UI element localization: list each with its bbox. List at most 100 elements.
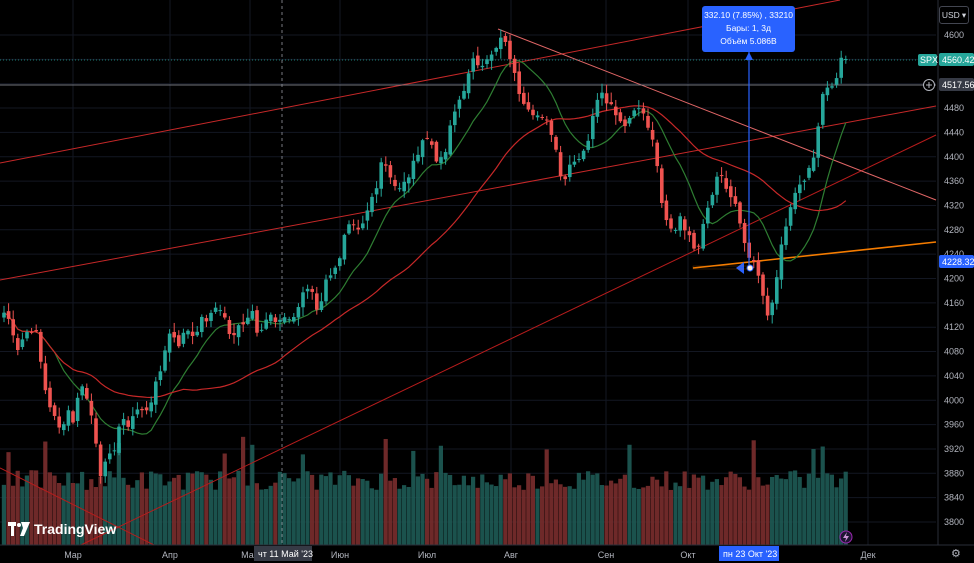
- lightning-icon-bolt: [843, 532, 849, 542]
- price-tick-label: 4000: [944, 395, 964, 405]
- volume-bar: [429, 487, 434, 545]
- candle-body: [816, 126, 820, 158]
- candle-body: [604, 93, 609, 104]
- volume-bar: [130, 487, 135, 545]
- candle-body: [131, 416, 135, 429]
- volume-bar: [250, 444, 255, 545]
- volume-bar: [719, 485, 724, 545]
- volume-bars: [1, 436, 848, 545]
- tradingview-logo-icon: [8, 522, 30, 536]
- volume-bar: [116, 442, 121, 545]
- volume-bar: [696, 477, 701, 545]
- volume-bar: [650, 476, 655, 545]
- volume-bar: [733, 473, 738, 545]
- volume-bar: [227, 478, 232, 545]
- candle-body: [779, 244, 784, 280]
- candle-body: [765, 295, 770, 316]
- volume-bar: [218, 471, 223, 545]
- volume-bar: [834, 487, 839, 545]
- candle-body: [494, 47, 498, 52]
- volume-bar: [609, 480, 614, 545]
- moving-average-long-line: [3, 105, 847, 399]
- volume-bar: [820, 446, 825, 545]
- axis-badges: 4560.42 SPX 4517.56 4228.32 чт 11 Май '23 пн …: [254, 53, 974, 561]
- volume-bar: [774, 475, 779, 545]
- volume-bar: [107, 471, 112, 545]
- plus-icon: [923, 79, 935, 91]
- candle-body: [678, 216, 682, 231]
- currency-selector[interactable]: USD ▾: [939, 6, 969, 24]
- candle-body: [315, 293, 319, 310]
- volume-bar: [526, 473, 531, 545]
- volume-bar: [590, 474, 595, 545]
- volume-bar: [811, 448, 816, 545]
- volume-bar: [15, 470, 20, 545]
- candle-body: [333, 267, 337, 274]
- volume-bar: [517, 485, 522, 545]
- volume-bar: [360, 479, 365, 545]
- candle-body: [177, 335, 181, 347]
- volume-bar: [356, 478, 361, 545]
- low-price-badge: 4228.32: [939, 255, 974, 268]
- volume-bar: [622, 474, 627, 545]
- volume-bar: [305, 471, 310, 545]
- support-line-orange: [692, 241, 937, 269]
- volume-bar: [659, 486, 664, 545]
- volume-bar: [581, 479, 586, 545]
- volume-bar: [208, 479, 213, 545]
- candle-body: [103, 461, 107, 477]
- volume-bar: [84, 489, 89, 545]
- price-tick-label: 3840: [944, 493, 964, 503]
- volume-bar: [185, 472, 190, 545]
- last-price-badge: 4560.42: [939, 53, 974, 66]
- volume-bar: [599, 485, 604, 545]
- volume-bar: [563, 486, 568, 545]
- volume-bar: [66, 472, 71, 545]
- candle-body: [108, 453, 112, 460]
- volume-bar: [728, 471, 733, 545]
- volume-bar: [346, 475, 351, 545]
- time-axis[interactable]: Мар Апр Май Июн Июл Авг Сен Окт Дек: [0, 544, 974, 563]
- volume-bar: [190, 473, 195, 545]
- crosshair-date-background: [254, 546, 312, 561]
- candle-body: [830, 86, 834, 88]
- gear-icon[interactable]: ⚙: [951, 548, 961, 560]
- volume-bar: [664, 471, 669, 545]
- candle-body: [117, 426, 121, 453]
- candle-body: [535, 115, 540, 118]
- volume-bar: [595, 473, 600, 545]
- volume-bar: [747, 489, 752, 545]
- candle-body: [310, 289, 314, 292]
- price-tick-label: 4040: [944, 371, 964, 381]
- upper-channel-line: [0, 0, 841, 164]
- candle-body: [775, 277, 779, 304]
- time-tick-label: Июн: [331, 550, 349, 560]
- candle-body: [154, 381, 158, 405]
- candle-body: [558, 152, 563, 177]
- volume-bar: [535, 488, 540, 545]
- volume-bar: [760, 485, 765, 545]
- volume-bar: [374, 489, 379, 545]
- candle-body: [420, 140, 425, 158]
- candle-body: [2, 312, 6, 318]
- volume-bar: [434, 472, 439, 545]
- moving-averages: [3, 59, 847, 435]
- candle-body: [287, 319, 291, 321]
- volume-bar: [576, 472, 581, 545]
- candle-body: [296, 307, 301, 318]
- price-tick-label: 4360: [944, 176, 964, 186]
- candle-body: [641, 108, 646, 114]
- volume-bar: [1, 484, 6, 545]
- volume-bar: [751, 440, 756, 545]
- candle-body: [798, 184, 802, 194]
- candle-body: [324, 279, 328, 302]
- candle-body: [172, 332, 176, 338]
- volume-bar: [521, 489, 526, 545]
- candle-body: [696, 245, 701, 247]
- volume-bar: [553, 479, 558, 545]
- candle-body: [724, 178, 728, 189]
- lower-channel-line: [59, 134, 937, 556]
- candle-body: [844, 58, 848, 60]
- currency-label: USD: [941, 10, 960, 20]
